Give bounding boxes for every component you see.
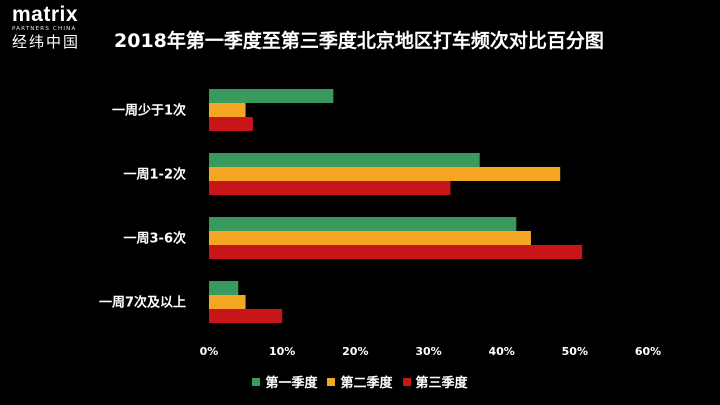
category-label: 一周3-6次 [124,231,187,247]
chart-legend: 第一季度 第二季度 第三季度 [0,372,720,391]
bar-1-series-1 [209,89,334,103]
x-tick-label: 40% [488,345,514,358]
x-tick-label: 10% [269,345,295,358]
legend-item-series-3: 第三季度 [402,372,468,391]
bar-2-series-2 [209,167,561,181]
x-tick-label: 60% [635,345,661,358]
legend-swatch [252,377,261,386]
bar-1-series-2 [209,103,246,117]
legend-item-series-1: 第一季度 [252,372,317,391]
logo-chinese-name: 经纬中国 [12,33,81,51]
x-tick-label: 0% [200,345,219,358]
legend-label: 第三季度 [415,376,468,391]
bar-4-series-3 [209,309,283,323]
legend-label: 第一季度 [265,376,318,391]
x-tick-label: 50% [562,345,588,358]
bar-2-series-1 [209,153,480,167]
legend-swatch [327,377,336,386]
category-label: 一周1-2次 [124,167,187,183]
x-tick-label: 30% [415,345,441,358]
bar-1-series-3 [209,117,253,131]
brand-logo: matrix PARTNERS CHINA 经纬中国 [12,3,92,52]
legend-swatch [402,377,411,386]
bar-3-series-3 [209,245,583,259]
legend-label: 第二季度 [340,376,393,391]
logo-tagline: PARTNERS CHINA [12,26,77,32]
x-tick-label: 20% [342,345,368,358]
chart-title: 2018年第一季度至第三季度北京地区打车频次对比百分图 [114,30,604,52]
bar-2-series-3 [209,181,451,195]
legend-item-series-2: 第二季度 [327,372,393,391]
category-label: 一周少于1次 [112,103,186,119]
bar-4-series-1 [209,281,239,295]
category-label: 一周7次及以上 [99,295,186,311]
logo-wordmark: matrix [12,3,79,26]
bar-3-series-2 [209,231,531,245]
bar-3-series-1 [209,217,517,231]
bar-4-series-2 [209,295,246,309]
